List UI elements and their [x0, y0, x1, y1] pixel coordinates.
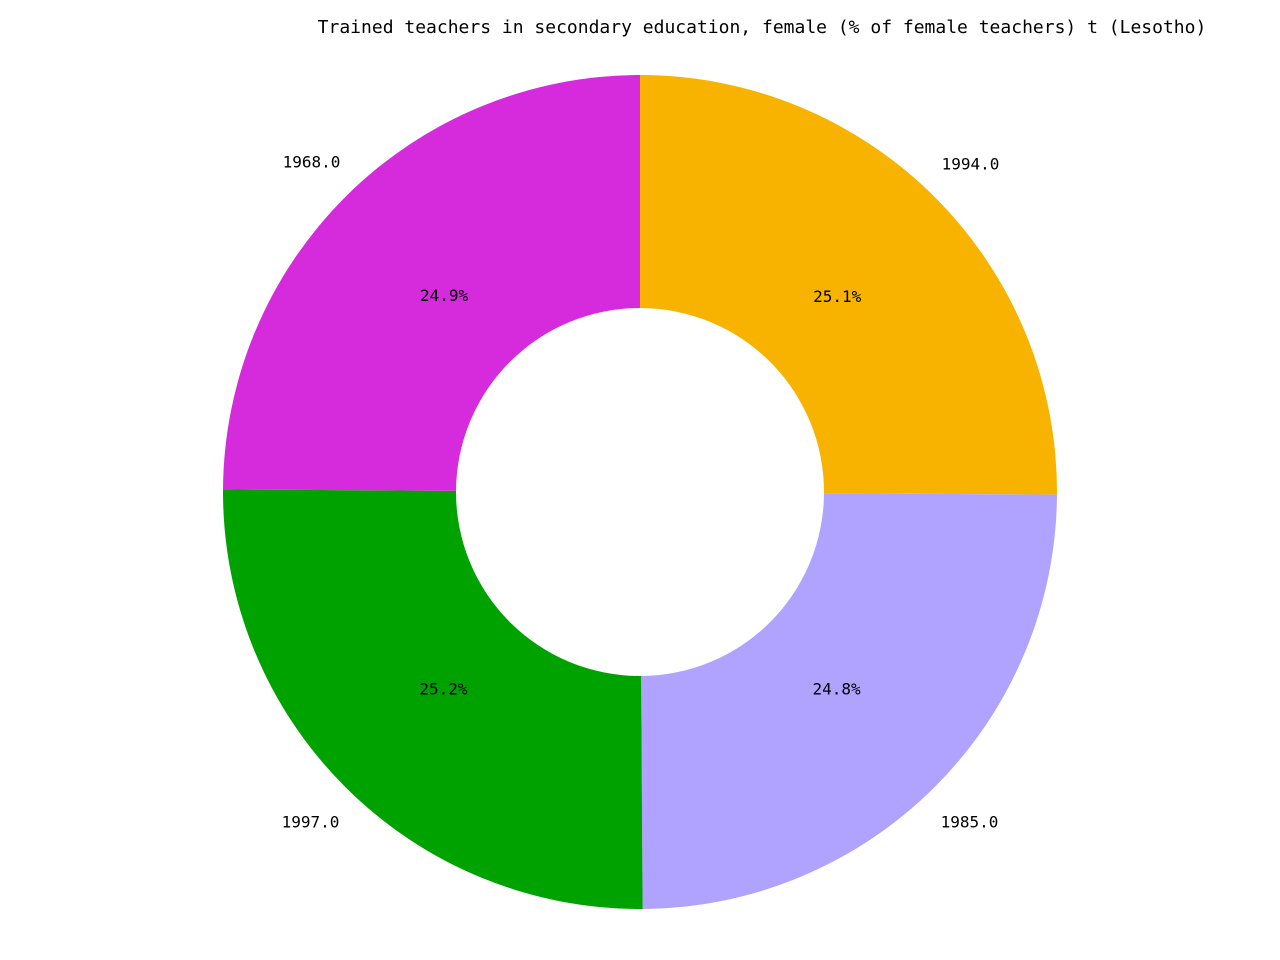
- slice-percent-label: 24.8%: [812, 680, 861, 699]
- slices-layer: [223, 75, 1057, 909]
- slice-category-label: 1997.0: [282, 813, 340, 832]
- slice-percent-label: 24.9%: [420, 286, 469, 305]
- donut-slice-1968.0: [223, 75, 640, 491]
- chart-title: Trained teachers in secondary education,…: [318, 17, 1207, 38]
- slice-category-label: 1994.0: [942, 155, 1000, 174]
- slice-percent-label: 25.2%: [419, 680, 468, 699]
- donut-slice-1997.0: [223, 489, 643, 909]
- donut-slice-1985.0: [641, 493, 1057, 909]
- slice-category-label: 1968.0: [283, 152, 341, 171]
- slice-percent-label: 25.1%: [813, 287, 862, 306]
- slice-category-label: 1985.0: [941, 813, 999, 832]
- donut-slice-1994.0: [640, 75, 1057, 495]
- labels-layer: 25.1% 1994.0 24.8% 1985.0 25.2% 1997.0 24.9% 19…: [282, 152, 1000, 831]
